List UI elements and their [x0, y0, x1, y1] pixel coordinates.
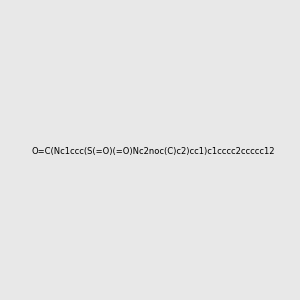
Text: O=C(Nc1ccc(S(=O)(=O)Nc2noc(C)c2)cc1)c1cccc2ccccc12: O=C(Nc1ccc(S(=O)(=O)Nc2noc(C)c2)cc1)c1cc…: [32, 147, 275, 156]
